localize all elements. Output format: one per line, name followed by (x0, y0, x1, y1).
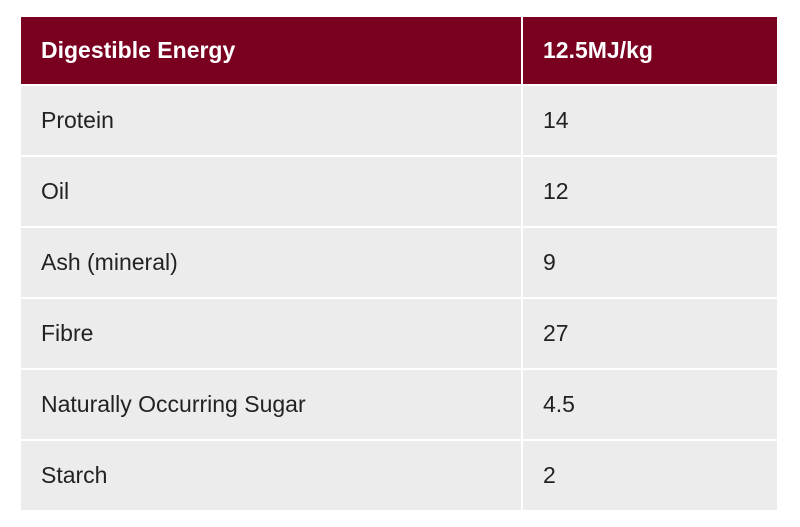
row-label-cell: Ash (mineral) (21, 226, 523, 297)
header-row: Digestible Energy 12.5MJ/kg (21, 17, 777, 84)
table-row: Ash (mineral) 9 (21, 226, 777, 297)
row-value-cell: 4.5 (523, 368, 777, 439)
row-label-cell: Oil (21, 155, 523, 226)
row-value-cell: 2 (523, 439, 777, 510)
table-body: Protein 14 Oil 12 Ash (mineral) 9 Fibre … (21, 84, 777, 510)
row-value-cell: 9 (523, 226, 777, 297)
table-row: Protein 14 (21, 84, 777, 155)
header-value-cell: 12.5MJ/kg (523, 17, 777, 84)
row-value-cell: 12 (523, 155, 777, 226)
table-row: Naturally Occurring Sugar 4.5 (21, 368, 777, 439)
row-value-cell: 27 (523, 297, 777, 368)
nutrition-table-container: Digestible Energy 12.5MJ/kg Protein 14 O… (21, 17, 777, 510)
table-row: Oil 12 (21, 155, 777, 226)
row-label-cell: Starch (21, 439, 523, 510)
table-row: Starch 2 (21, 439, 777, 510)
nutrition-table: Digestible Energy 12.5MJ/kg Protein 14 O… (21, 17, 777, 510)
table-header: Digestible Energy 12.5MJ/kg (21, 17, 777, 84)
row-label-cell: Fibre (21, 297, 523, 368)
table-row: Fibre 27 (21, 297, 777, 368)
header-label-cell: Digestible Energy (21, 17, 523, 84)
row-label-cell: Naturally Occurring Sugar (21, 368, 523, 439)
row-label-cell: Protein (21, 84, 523, 155)
row-value-cell: 14 (523, 84, 777, 155)
